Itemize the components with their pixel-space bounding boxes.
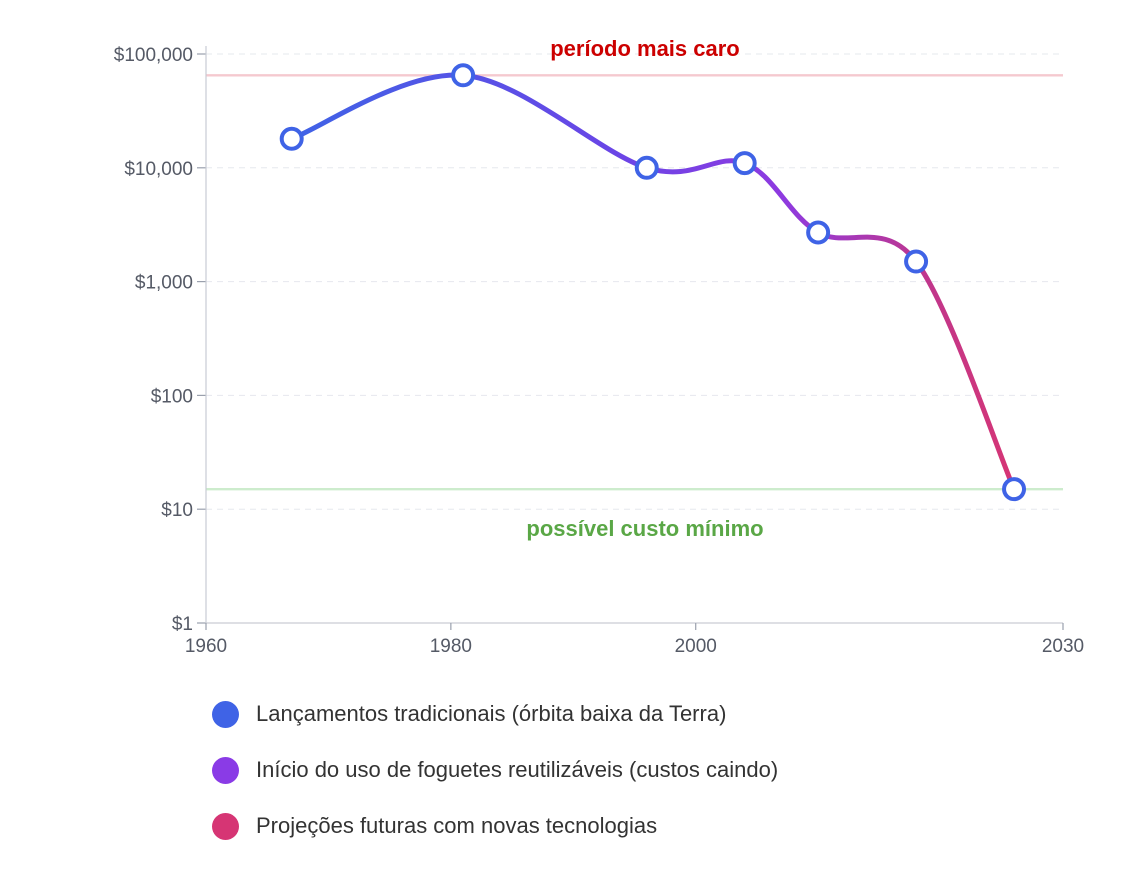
reference-lines (206, 74, 1063, 491)
legend-label-projections: Projeções futuras com novas tecnologias (256, 813, 658, 838)
legend: Lançamentos tradicionais (órbita baixa d… (212, 700, 778, 868)
legend-swatch-projections (212, 812, 239, 840)
y-tick-label: $10,000 (124, 159, 193, 180)
y-tick-label: $100 (151, 386, 193, 407)
y-tick-label: $100,000 (114, 45, 193, 66)
data-point (806, 220, 831, 245)
data-point (732, 151, 757, 176)
annotation-minimum-cost: possível custo mínimo (526, 516, 763, 541)
x-tick-label: 2030 (1042, 636, 1084, 657)
y-tick-label: $1,000 (135, 273, 193, 294)
y-tick-label: $10 (161, 500, 193, 521)
legend-swatch-reusable (212, 756, 239, 784)
grid-lines (206, 53, 1063, 510)
y-tick-label: $1 (172, 614, 193, 635)
data-point (279, 126, 304, 151)
legend-item-traditional: Lançamentos tradicionais (órbita baixa d… (212, 700, 778, 728)
chart: $1 $10 $100 $1,000 $10,000 $100,000 1960 1980 20… (114, 36, 1084, 657)
annotations: período mais caro possível custo mínimo (526, 36, 763, 541)
axes: $1 $10 $100 $1,000 $10,000 $100,000 1960 1980 20… (114, 45, 1084, 657)
legend-label-reusable: Início do uso de foguetes reutilizáveis … (256, 757, 779, 782)
x-tick-label: 2000 (675, 636, 717, 657)
data-point (1002, 477, 1027, 502)
legend-item-reusable: Início do uso de foguetes reutilizáveis … (212, 756, 778, 784)
data-points (279, 63, 1027, 502)
x-tick-label: 1960 (185, 636, 227, 657)
legend-label-traditional: Lançamentos tradicionais (órbita baixa d… (256, 701, 727, 726)
legend-swatch-traditional (212, 700, 239, 728)
data-point (904, 249, 929, 274)
x-tick-label: 1980 (430, 636, 472, 657)
data-point (634, 155, 659, 180)
series-lines (289, 72, 1017, 492)
cost-trend-line (289, 72, 1017, 492)
annotation-most-expensive: período mais caro (550, 36, 740, 61)
legend-item-projections: Projeções futuras com novas tecnologias (212, 812, 778, 840)
data-point (451, 63, 476, 88)
